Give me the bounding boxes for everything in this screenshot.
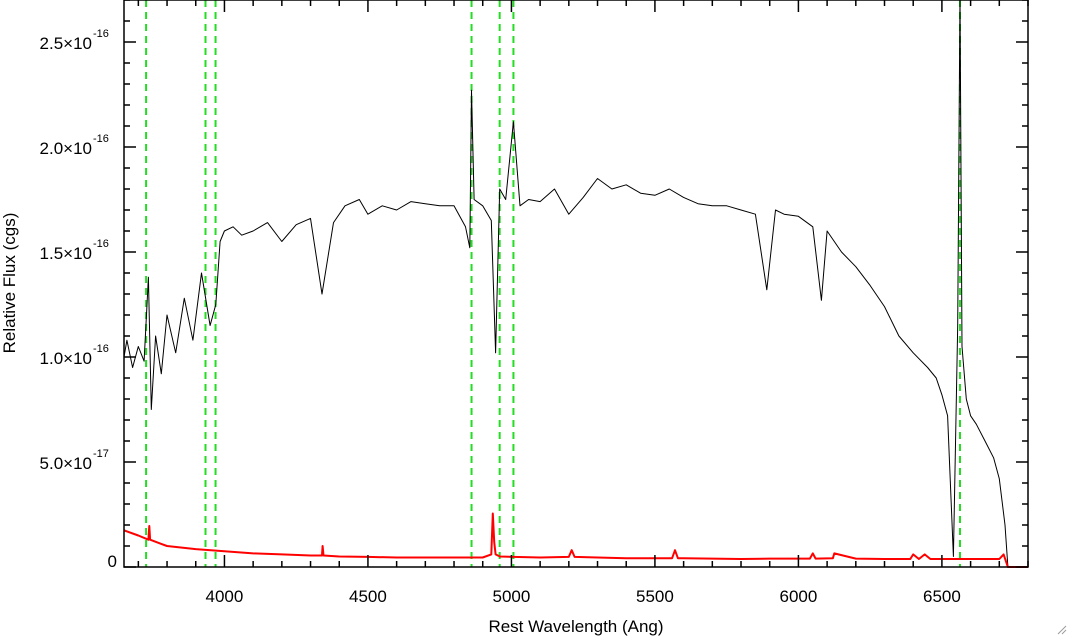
chart-tick-labels: 4000 4500 5000 5500 6000 6500 0 5.0×10 -17 1.0×10… bbox=[40, 28, 961, 606]
x-axis-title: Rest Wavelength (Ang) bbox=[488, 617, 663, 636]
x-tick-label: 5500 bbox=[636, 587, 674, 606]
chart-frame bbox=[123, 0, 1029, 568]
y-tick-exponent: -16 bbox=[93, 343, 109, 355]
y-tick-mantissa: 1.0×10 bbox=[40, 349, 92, 368]
x-tick-label: 5000 bbox=[493, 587, 531, 606]
y-tick-mantissa: 1.5×10 bbox=[40, 244, 92, 263]
y-tick-label: 2.5×10 -16 bbox=[40, 28, 109, 53]
y-tick-exponent: -16 bbox=[93, 238, 109, 250]
resize-grip-icon[interactable] bbox=[1055, 623, 1067, 635]
y-axis-title: Relative Flux (cgs) bbox=[0, 213, 19, 354]
y-tick-label: 0 bbox=[108, 552, 117, 571]
y-tick-label: 2.0×10 -16 bbox=[40, 133, 109, 158]
y-tick-exponent: -16 bbox=[93, 28, 109, 40]
y-tick-mantissa: 0 bbox=[108, 552, 117, 571]
y-tick-mantissa: 5.0×10 bbox=[40, 454, 92, 473]
y-tick-mantissa: 2.5×10 bbox=[40, 34, 92, 53]
x-tick-label: 6500 bbox=[923, 587, 961, 606]
error-line bbox=[123, 512, 1028, 568]
x-tick-label: 4500 bbox=[349, 587, 387, 606]
y-tick-exponent: -16 bbox=[93, 133, 109, 145]
y-tick-mantissa: 2.0×10 bbox=[40, 139, 92, 158]
y-tick-exponent: -17 bbox=[93, 448, 109, 460]
x-tick-label: 6000 bbox=[779, 587, 817, 606]
plot-frame bbox=[123, 0, 1029, 568]
y-tick-label: 5.0×10 -17 bbox=[40, 448, 109, 473]
chart-series bbox=[123, 0, 1028, 568]
y-tick-label: 1.5×10 -16 bbox=[40, 238, 109, 263]
chart-vlines bbox=[145, 0, 961, 567]
spectrum-line bbox=[123, 0, 1009, 568]
chart-ticks bbox=[124, 0, 1029, 568]
y-tick-label: 1.0×10 -16 bbox=[40, 343, 109, 368]
x-tick-label: 4000 bbox=[206, 587, 244, 606]
